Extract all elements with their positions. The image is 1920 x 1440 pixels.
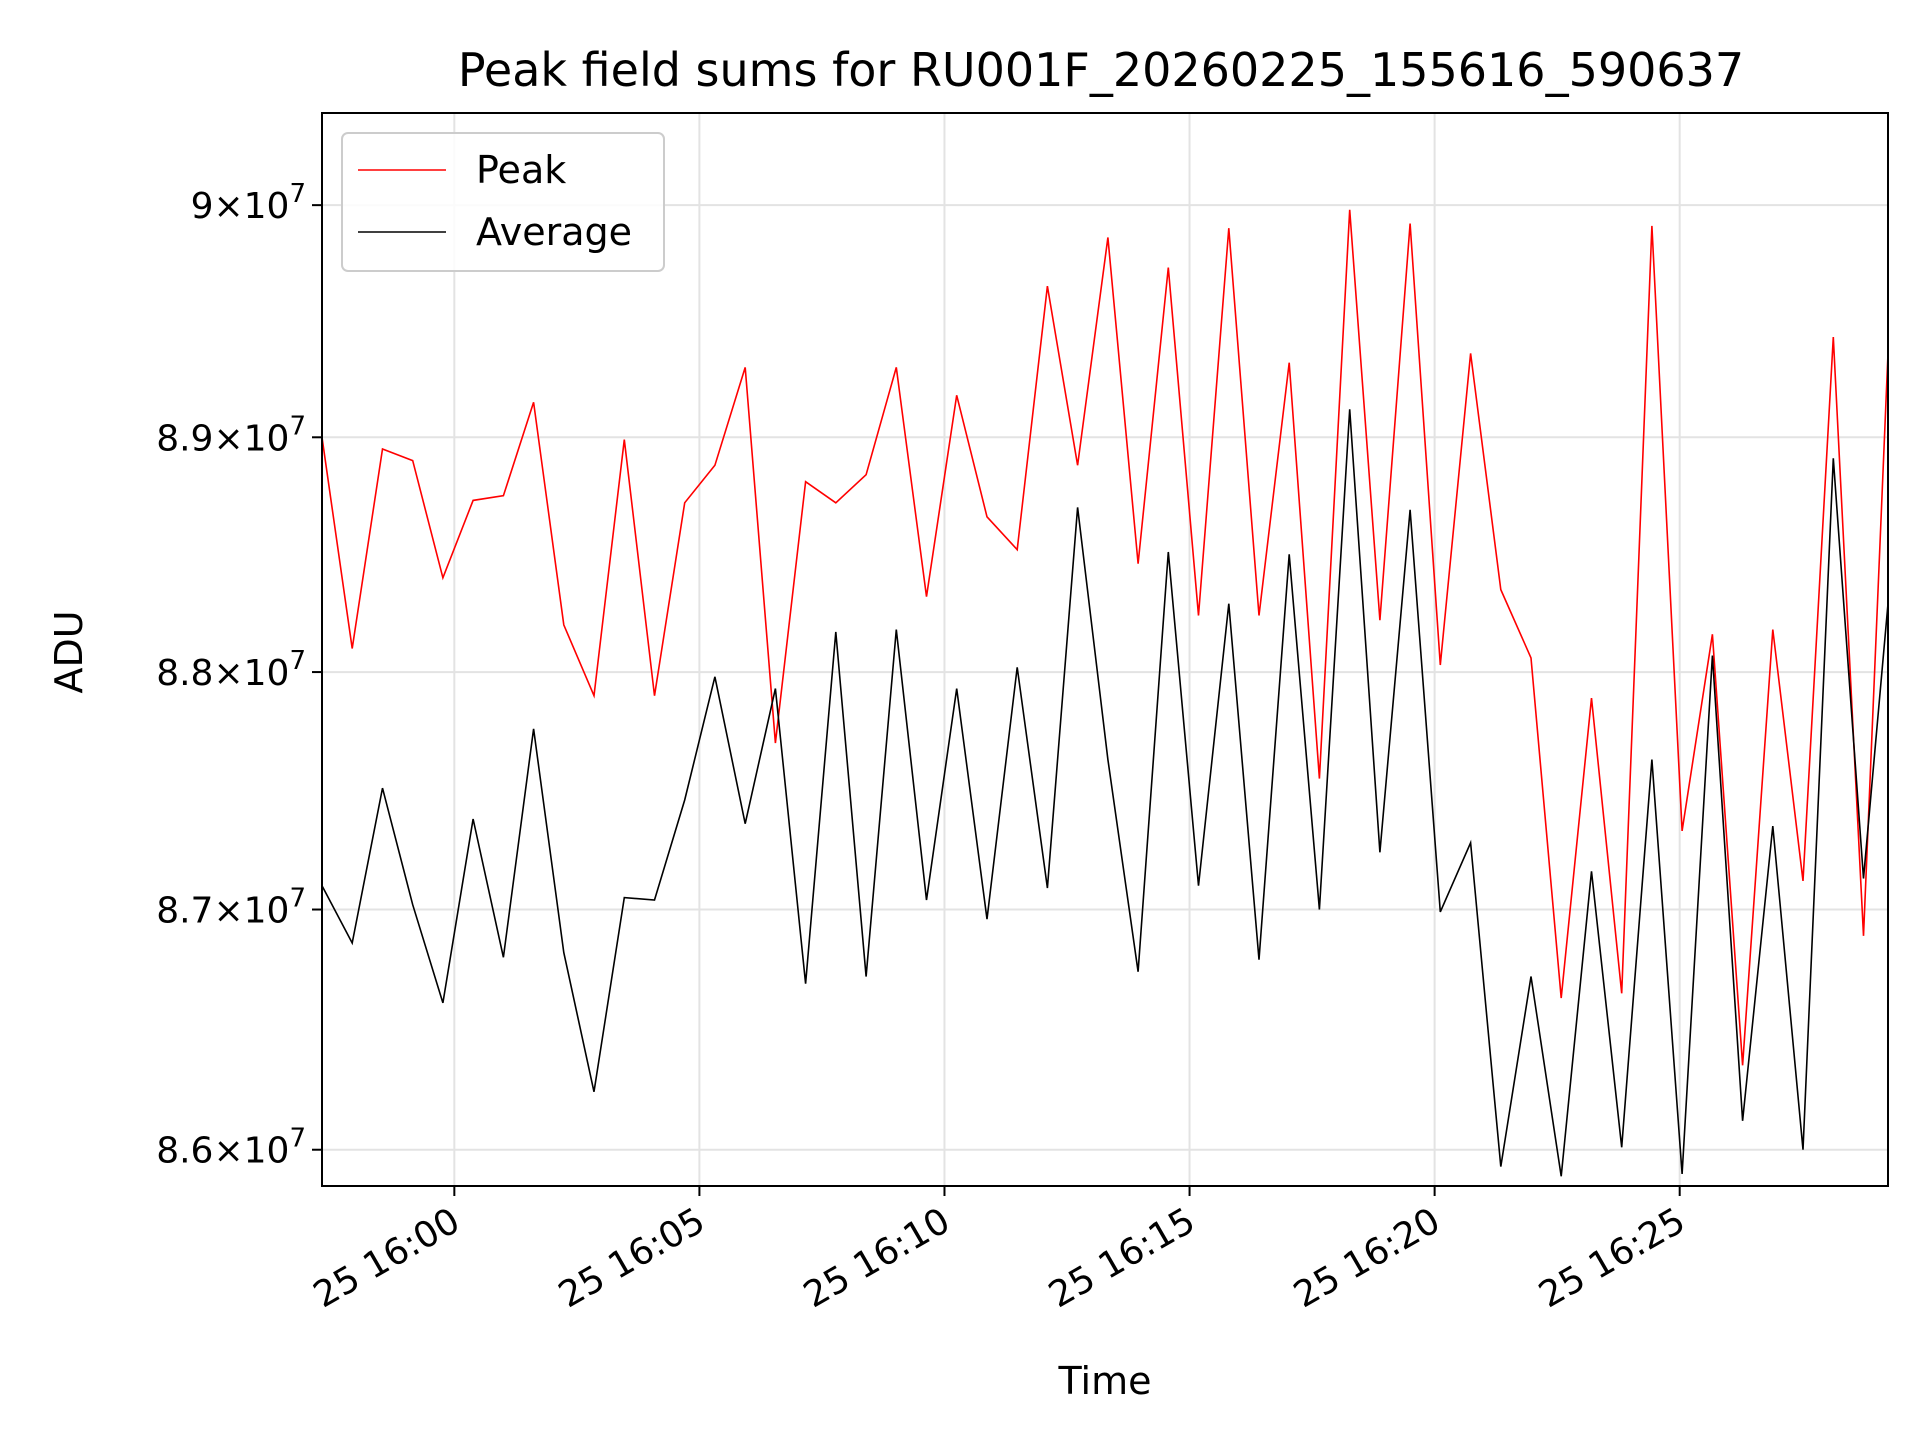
y-axis: 8.6×107 8.7×107 8.8×107 8.9×107 9×107 bbox=[156, 179, 322, 1172]
legend-label-average: Average bbox=[476, 210, 632, 254]
y-tick-mantissa: 9 bbox=[191, 186, 214, 227]
y-tick-exponent: 7 bbox=[289, 884, 306, 914]
chart-title: Peak field sums for RU001F_20260225_1556… bbox=[458, 43, 1744, 97]
series-line-peak bbox=[322, 209, 1888, 1066]
plot-frame bbox=[321, 112, 1889, 1187]
y-tick-mantissa: 8.9 bbox=[156, 418, 213, 459]
legend-box bbox=[341, 132, 665, 272]
grid bbox=[322, 113, 1888, 1186]
y-tick-mantissa: 8.8 bbox=[156, 653, 213, 694]
legend-label-peak: Peak bbox=[476, 148, 566, 192]
y-tick-label: 9×107 bbox=[191, 179, 306, 227]
y-tick-label: 8.8×107 bbox=[156, 646, 306, 694]
y-tick-mantissa: 8.7 bbox=[156, 891, 213, 932]
y-tick-exponent: 7 bbox=[289, 411, 306, 441]
series-line-average bbox=[322, 409, 1888, 1177]
y-tick-label: 8.6×107 bbox=[156, 1124, 306, 1172]
y-tick-label: 8.9×107 bbox=[156, 411, 306, 459]
y-tick-exponent: 7 bbox=[289, 179, 306, 209]
y-tick-mantissa: 8.6 bbox=[156, 1131, 213, 1172]
y-axis-label: ADU bbox=[47, 610, 91, 693]
y-tick-exponent: 7 bbox=[289, 1124, 306, 1154]
y-tick-label: 8.7×107 bbox=[156, 884, 306, 932]
legend: Peak Average bbox=[341, 132, 665, 272]
series-group bbox=[322, 209, 1888, 1177]
y-tick-exponent: 7 bbox=[289, 646, 306, 676]
series-layer bbox=[322, 209, 1888, 1177]
x-axis-label: Time bbox=[1058, 1359, 1152, 1403]
